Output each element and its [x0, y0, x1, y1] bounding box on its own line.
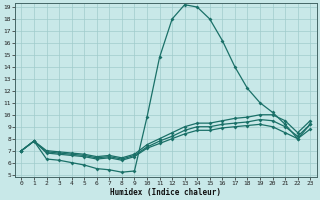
X-axis label: Humidex (Indice chaleur): Humidex (Indice chaleur) [110, 188, 221, 197]
